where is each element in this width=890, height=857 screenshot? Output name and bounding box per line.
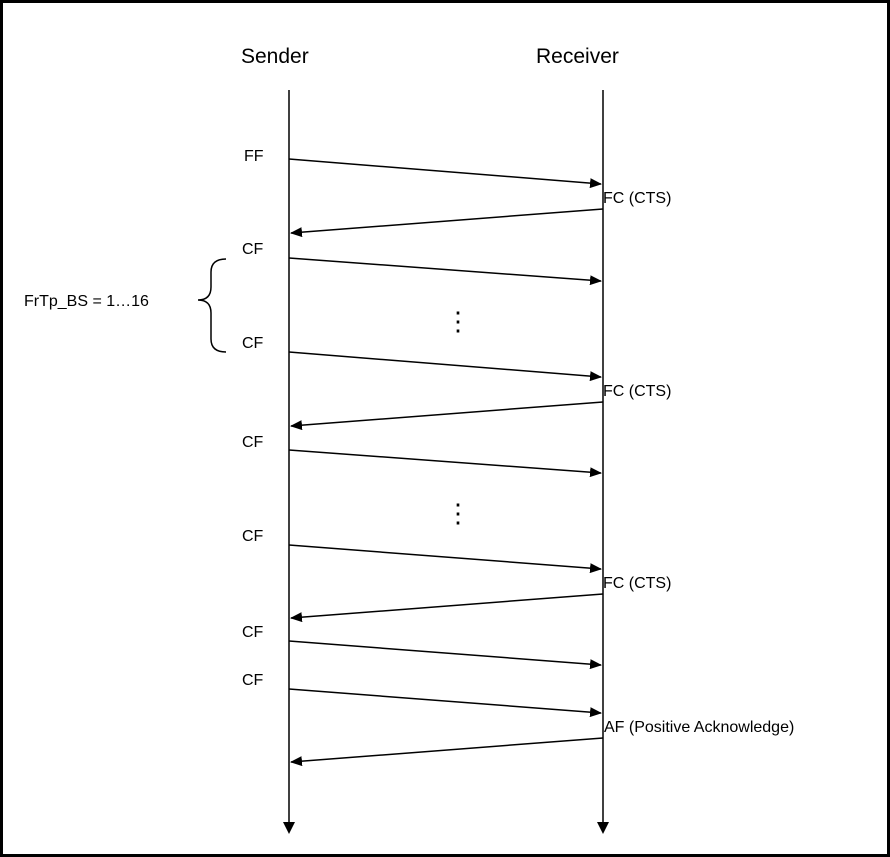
message-label-cf-2: CF — [242, 335, 264, 352]
message-arrow-fc-1 — [290, 208, 604, 238]
message-arrow-cf-1 — [288, 257, 602, 286]
message-label-af: AF (Positive Acknowledge) — [604, 719, 794, 736]
sender-header: Sender — [241, 45, 309, 68]
message-label-cf-4: CF — [242, 528, 264, 545]
block-size-brace — [197, 258, 227, 353]
message-label-fc-2: FC (CTS) — [603, 383, 671, 400]
message-arrow-cf-3 — [288, 449, 602, 478]
message-label-fc-3: FC (CTS) — [603, 575, 671, 592]
message-label-ff: FF — [244, 148, 264, 165]
receiver-lifeline-arrowhead — [597, 822, 609, 834]
continuation-ellipsis-1: ⋮ — [445, 306, 471, 336]
receiver-header: Receiver — [536, 45, 619, 68]
message-arrow-cf-4 — [288, 544, 602, 574]
message-label-cf-1: CF — [242, 241, 264, 258]
message-arrow-af — [290, 737, 604, 767]
message-arrow-ff — [288, 158, 602, 189]
message-arrow-cf-6 — [288, 688, 602, 718]
block-size-note: FrTp_BS = 1…16 — [24, 293, 149, 310]
message-label-cf-5: CF — [242, 624, 264, 641]
message-arrow-cf-5 — [288, 640, 602, 670]
sender-lifeline-arrowhead — [283, 822, 295, 834]
continuation-ellipsis-2: ⋮ — [445, 498, 471, 528]
message-arrow-fc-3 — [290, 593, 604, 623]
message-arrow-cf-2 — [288, 351, 602, 382]
message-label-cf-3: CF — [242, 434, 264, 451]
message-label-fc-1: FC (CTS) — [603, 190, 671, 207]
message-arrow-fc-2 — [290, 401, 604, 431]
message-label-cf-6: CF — [242, 672, 264, 689]
